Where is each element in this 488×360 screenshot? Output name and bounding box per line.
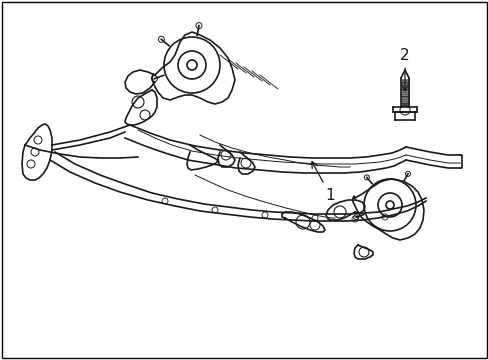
Text: 2: 2 (399, 48, 409, 91)
Text: 1: 1 (311, 162, 334, 202)
